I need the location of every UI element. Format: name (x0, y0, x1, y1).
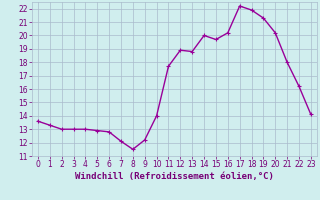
X-axis label: Windchill (Refroidissement éolien,°C): Windchill (Refroidissement éolien,°C) (75, 172, 274, 181)
